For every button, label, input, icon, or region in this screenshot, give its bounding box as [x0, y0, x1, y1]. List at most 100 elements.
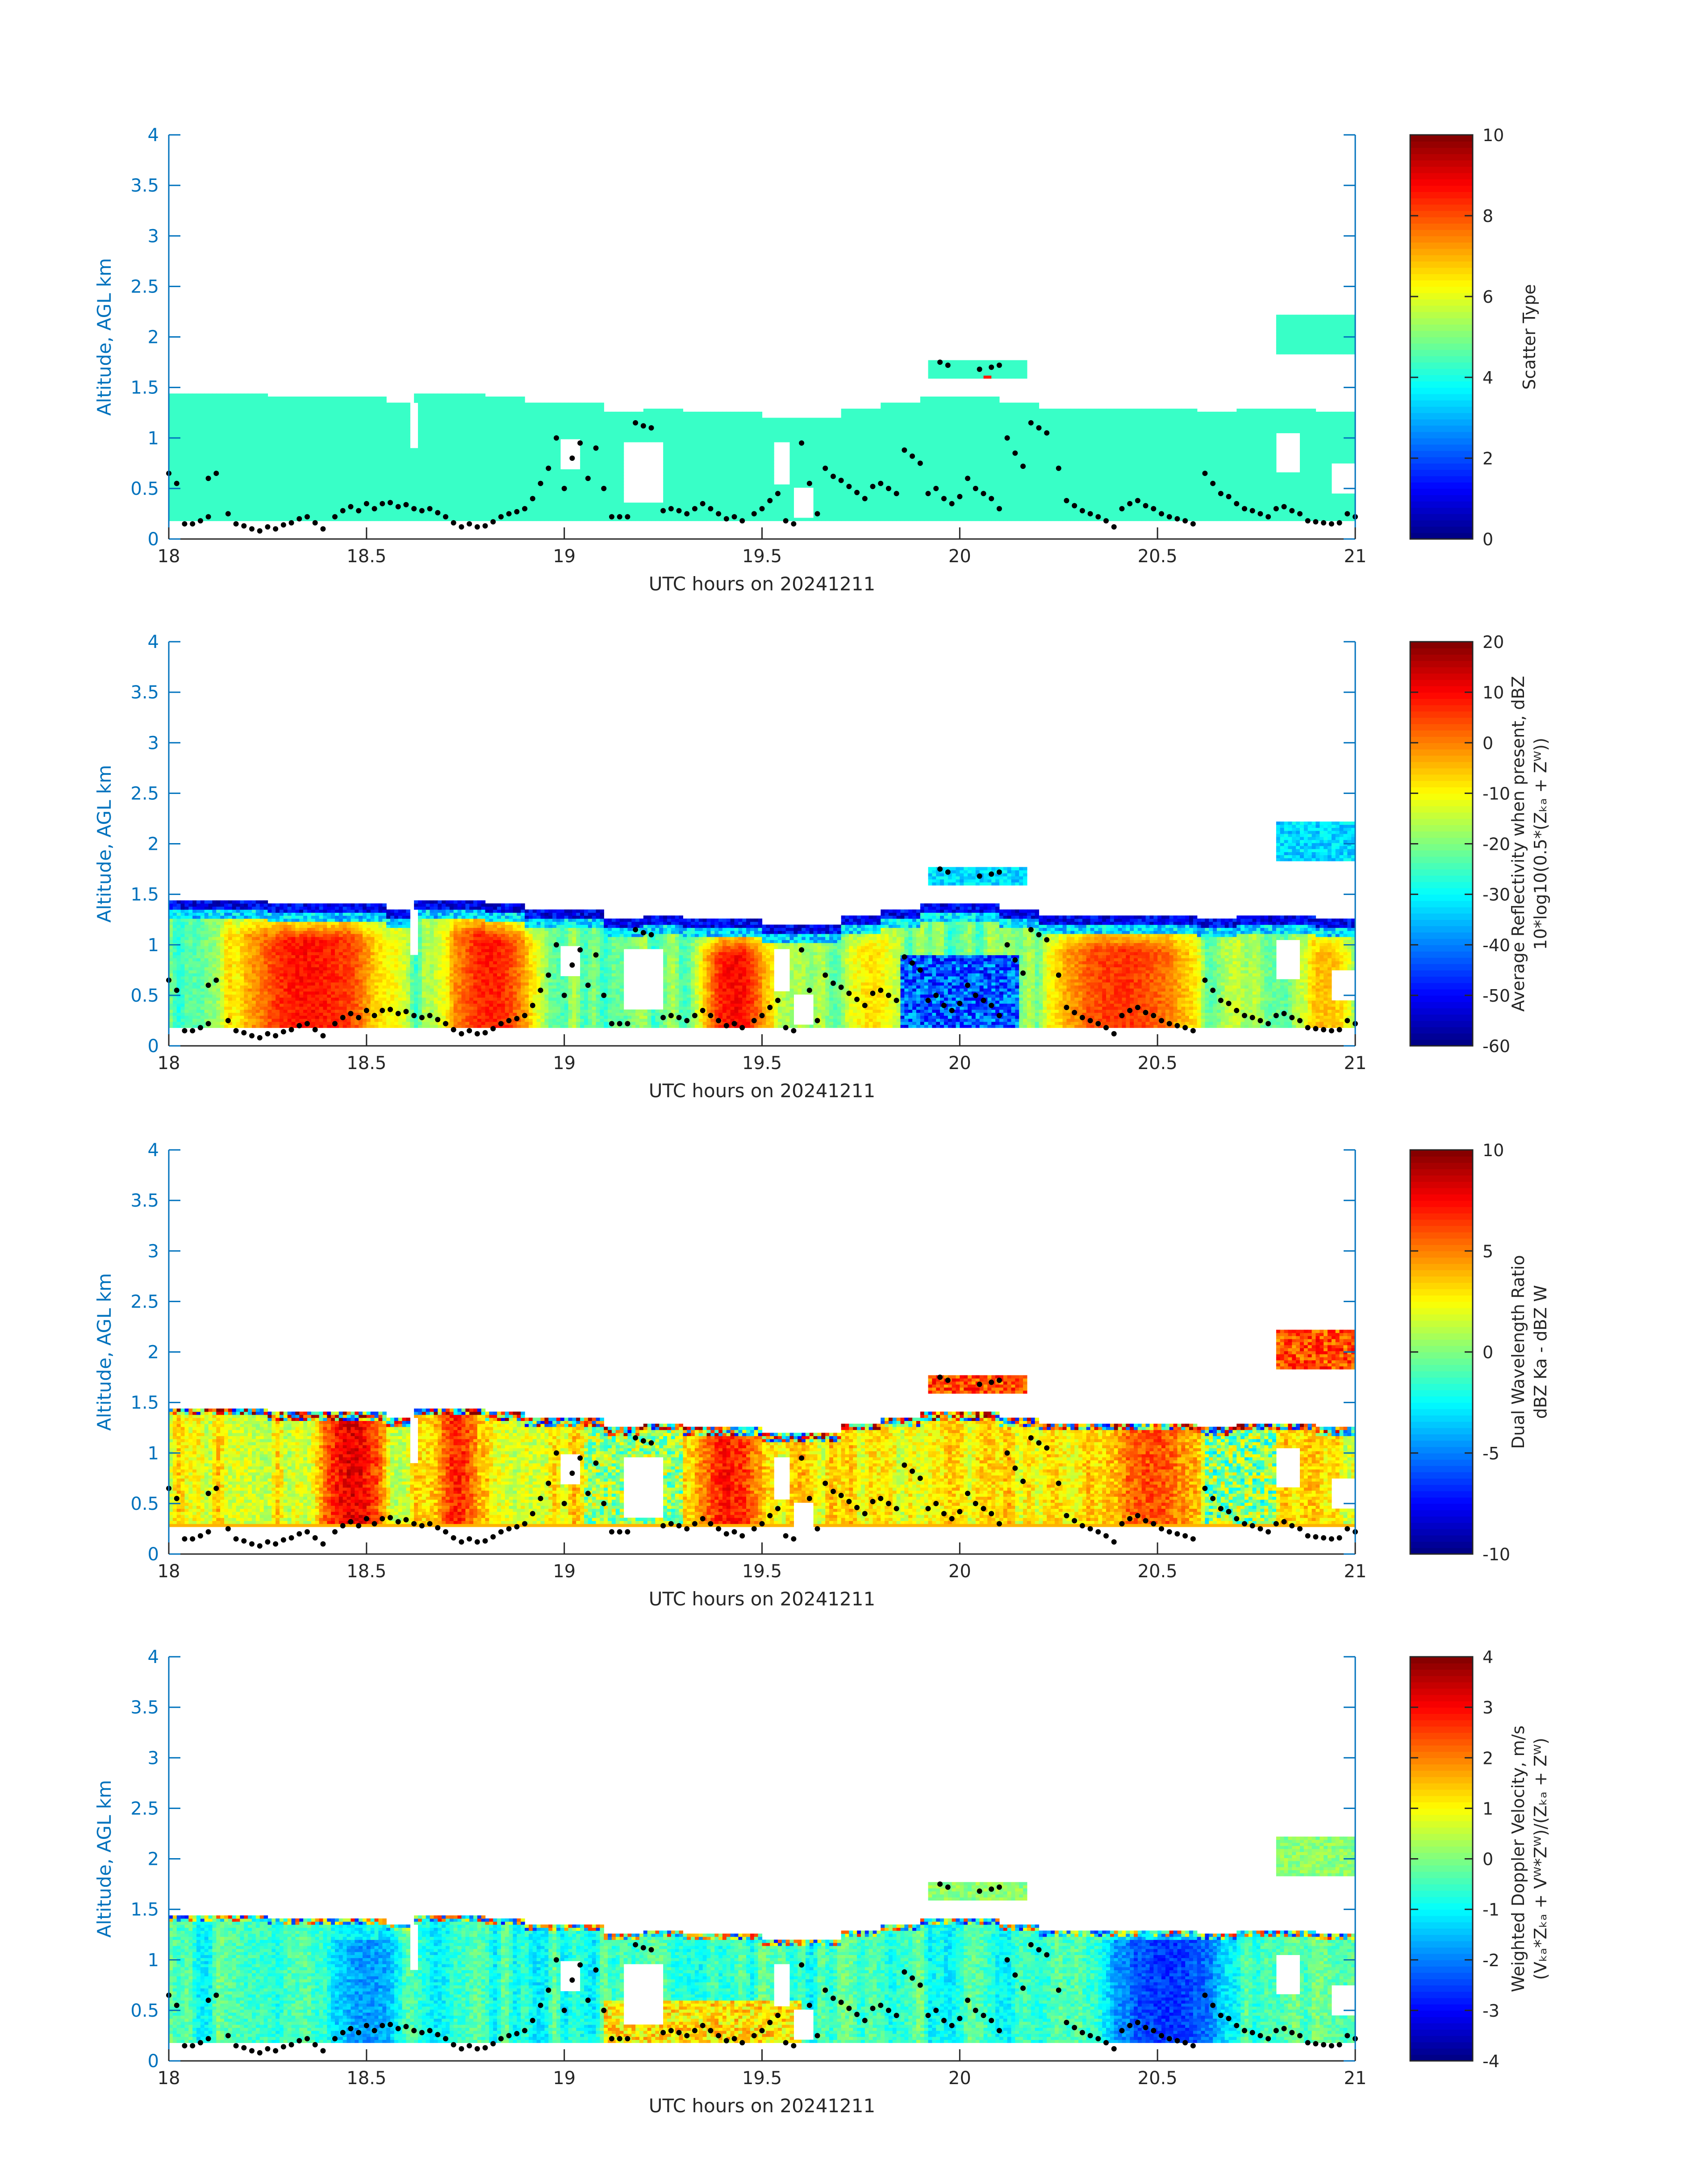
heatmap-cell: [548, 439, 553, 442]
heatmap-cell: [544, 436, 549, 439]
heatmap-cell: [192, 397, 197, 400]
heatmap-cell: [378, 515, 383, 518]
heatmap-cell: [434, 469, 438, 472]
heatmap-cell: [560, 403, 565, 406]
heatmap-cell: [240, 509, 244, 512]
heatmap-cell: [216, 497, 221, 500]
heatmap-cell: [260, 433, 264, 436]
heatmap-cell: [461, 515, 466, 518]
heatmap-cell: [355, 424, 359, 427]
heatmap-cell: [371, 436, 375, 439]
heatmap-cell: [292, 421, 296, 424]
heatmap-cell: [398, 430, 403, 433]
heatmap-cell: [200, 397, 205, 400]
heatmap-cell: [311, 472, 316, 476]
heatmap-cell: [576, 518, 580, 521]
heatmap-cell: [371, 466, 375, 469]
heatmap-cell: [525, 445, 529, 448]
heatmap-cell: [367, 400, 371, 403]
heatmap-cell: [473, 463, 478, 466]
heatmap-cell: [450, 503, 454, 506]
heatmap-cell: [271, 466, 276, 469]
heatmap-cell: [248, 490, 252, 493]
heatmap-cell: [552, 418, 557, 421]
heatmap-cell: [205, 427, 209, 430]
heatmap-cell: [192, 476, 197, 479]
heatmap-cell: [248, 481, 252, 485]
heatmap-cell: [351, 457, 355, 460]
heatmap-cell: [299, 442, 304, 445]
heatmap-cell: [295, 500, 300, 503]
heatmap-cell: [398, 421, 403, 424]
heatmap-cell: [303, 500, 308, 503]
heatmap-cell: [485, 405, 490, 409]
heatmap-cell: [537, 469, 541, 472]
heatmap-cell: [438, 403, 442, 406]
heatmap-cell: [406, 442, 410, 445]
heatmap-cell: [363, 421, 367, 424]
heatmap-cell: [442, 503, 446, 506]
heatmap-cell: [363, 518, 367, 521]
heatmap-cell: [276, 405, 280, 409]
heatmap-cell: [319, 451, 324, 454]
heatmap-cell: [469, 393, 474, 397]
heatmap-cell: [402, 405, 407, 409]
heatmap-cell: [276, 424, 280, 427]
heatmap-cell: [422, 463, 426, 466]
heatmap-cell: [525, 433, 529, 436]
heatmap-cell: [580, 485, 585, 488]
heatmap-cell: [426, 454, 430, 457]
heatmap-cell: [375, 397, 379, 400]
heatmap-cell: [430, 497, 434, 500]
heatmap-cell: [580, 448, 585, 451]
heatmap-cell: [327, 488, 331, 491]
heatmap-cell: [533, 442, 537, 445]
heatmap-cell: [410, 500, 414, 503]
heatmap-cell: [228, 460, 233, 464]
heatmap-cell: [564, 518, 569, 521]
heatmap-cell: [414, 454, 418, 457]
heatmap-cell: [256, 442, 260, 445]
heatmap-cell: [184, 409, 189, 412]
heatmap-cell: [378, 427, 383, 430]
heatmap-cell: [260, 463, 264, 466]
heatmap-cell: [556, 490, 561, 493]
heatmap-cell: [260, 397, 264, 400]
heatmap-cell: [200, 430, 205, 433]
heatmap-cell: [184, 490, 189, 493]
heatmap-cell: [552, 488, 557, 491]
heatmap-cell: [240, 481, 244, 485]
heatmap-cell: [367, 397, 371, 400]
heatmap-cell: [382, 460, 387, 464]
heatmap-cell: [556, 506, 561, 509]
heatmap-cell: [537, 497, 541, 500]
heatmap-cell: [461, 476, 466, 479]
heatmap-cell: [493, 488, 497, 491]
heatmap-cell: [315, 430, 320, 433]
heatmap-cell: [560, 509, 565, 512]
heatmap-cell: [192, 497, 197, 500]
heatmap-cell: [363, 448, 367, 451]
heatmap-cell: [232, 430, 237, 433]
heatmap-cell: [568, 430, 573, 433]
heatmap-cell: [537, 488, 541, 491]
heatmap-cell: [390, 509, 395, 512]
heatmap-cell: [517, 503, 521, 506]
heatmap-cell: [394, 488, 399, 491]
heatmap-cell: [426, 430, 430, 433]
heatmap-cell: [414, 457, 418, 460]
heatmap-cell: [493, 397, 497, 400]
heatmap-cell: [371, 481, 375, 485]
heatmap-cell: [292, 512, 296, 515]
heatmap-cell: [382, 397, 387, 400]
heatmap-cell: [481, 448, 486, 451]
heatmap-cell: [196, 485, 201, 488]
heatmap-cell: [323, 476, 327, 479]
heatmap-cell: [177, 397, 181, 400]
heatmap-cell: [181, 512, 185, 515]
heatmap-cell: [264, 466, 268, 469]
heatmap-cell: [196, 448, 201, 451]
heatmap-cell: [267, 506, 272, 509]
heatmap-cell: [564, 403, 569, 406]
heatmap-cell: [461, 518, 466, 521]
